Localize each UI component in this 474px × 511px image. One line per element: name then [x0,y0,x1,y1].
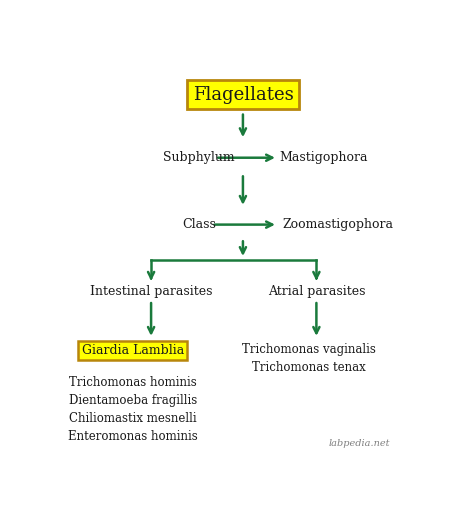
Text: Subphylum: Subphylum [163,151,235,164]
Text: Mastigophora: Mastigophora [280,151,368,164]
Text: Trichomonas vaginalis
Trichomonas tenax: Trichomonas vaginalis Trichomonas tenax [242,343,376,374]
Text: Flagellates: Flagellates [192,86,293,104]
Text: Zoomastigophora: Zoomastigophora [283,218,394,231]
Text: Atrial parasites: Atrial parasites [268,285,365,298]
Text: Giardia Lamblia: Giardia Lamblia [82,344,184,357]
Text: labpedia.net: labpedia.net [328,439,390,448]
Text: Intestinal parasites: Intestinal parasites [90,285,212,298]
Text: Class: Class [182,218,216,231]
Text: Trichomonas hominis
Dientamoeba fragillis
Chiliomastix mesnelli
Enteromonas homi: Trichomonas hominis Dientamoeba fragilli… [68,376,198,443]
